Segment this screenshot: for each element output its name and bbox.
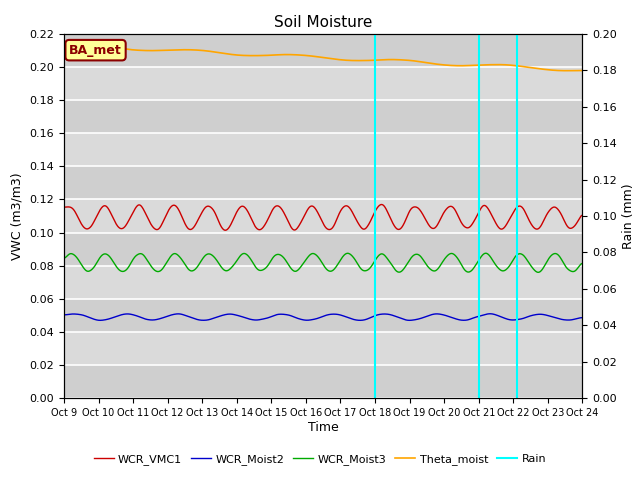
Legend: WCR_VMC1, WCR_Moist2, WCR_Moist3, Theta_moist, Rain: WCR_VMC1, WCR_Moist2, WCR_Moist3, Theta_… <box>89 450 551 469</box>
Bar <box>64 233 582 266</box>
WCR_Moist3 <box>471 263 479 269</box>
WCR_Moist3 <box>517 251 525 257</box>
Line: Theta_moist: Theta_moist <box>64 45 582 71</box>
WCR_Moist2 <box>486 311 494 317</box>
Theta_moist <box>517 63 525 69</box>
Theta_moist <box>234 52 241 58</box>
WCR_Moist2 <box>175 311 183 317</box>
Bar <box>64 133 582 166</box>
Bar <box>64 100 582 133</box>
WCR_Moist3 <box>403 261 411 266</box>
WCR_Moist3 <box>175 253 183 259</box>
WCR_VMC1 <box>404 212 412 217</box>
WCR_Moist3 <box>482 251 490 256</box>
WCR_Moist2 <box>163 313 170 319</box>
Theta_moist <box>77 42 84 48</box>
Bar <box>64 332 582 365</box>
WCR_Moist2 <box>518 316 525 322</box>
Bar <box>64 199 582 233</box>
WCR_Moist3 <box>534 269 542 275</box>
WCR_VMC1 <box>60 204 68 210</box>
WCR_Moist3 <box>579 261 586 266</box>
Line: WCR_Moist2: WCR_Moist2 <box>64 314 582 320</box>
WCR_Moist3 <box>234 257 241 263</box>
WCR_Moist2 <box>234 312 241 318</box>
WCR_VMC1 <box>472 215 479 221</box>
Bar <box>64 365 582 398</box>
WCR_Moist3 <box>163 260 170 265</box>
Theta_moist <box>563 68 571 73</box>
WCR_Moist3 <box>60 255 68 261</box>
Theta_moist <box>404 58 412 63</box>
Text: BA_met: BA_met <box>69 44 122 57</box>
Line: WCR_Moist3: WCR_Moist3 <box>64 253 582 272</box>
Theta_moist <box>163 48 171 53</box>
Title: Soil Moisture: Soil Moisture <box>274 15 372 30</box>
WCR_VMC1 <box>518 204 525 210</box>
WCR_Moist2 <box>60 312 68 318</box>
Bar <box>64 67 582 100</box>
X-axis label: Time: Time <box>308 421 339 434</box>
Theta_moist <box>60 42 68 48</box>
WCR_Moist2 <box>579 315 586 321</box>
Y-axis label: Rain (mm): Rain (mm) <box>623 183 636 249</box>
WCR_Moist2 <box>403 317 411 323</box>
Bar <box>64 266 582 299</box>
Theta_moist <box>579 68 586 73</box>
Theta_moist <box>472 62 479 68</box>
WCR_VMC1 <box>234 208 241 214</box>
WCR_Moist2 <box>406 317 413 323</box>
WCR_VMC1 <box>175 208 183 214</box>
Bar <box>64 166 582 199</box>
WCR_VMC1 <box>378 202 385 207</box>
WCR_Moist2 <box>472 314 479 320</box>
WCR_VMC1 <box>163 211 170 217</box>
Y-axis label: VWC (m3/m3): VWC (m3/m3) <box>11 172 24 260</box>
Line: WCR_VMC1: WCR_VMC1 <box>64 204 582 230</box>
Bar <box>64 299 582 332</box>
WCR_VMC1 <box>579 212 586 218</box>
Bar <box>64 34 582 67</box>
WCR_VMC1 <box>221 228 229 233</box>
Theta_moist <box>176 47 184 53</box>
